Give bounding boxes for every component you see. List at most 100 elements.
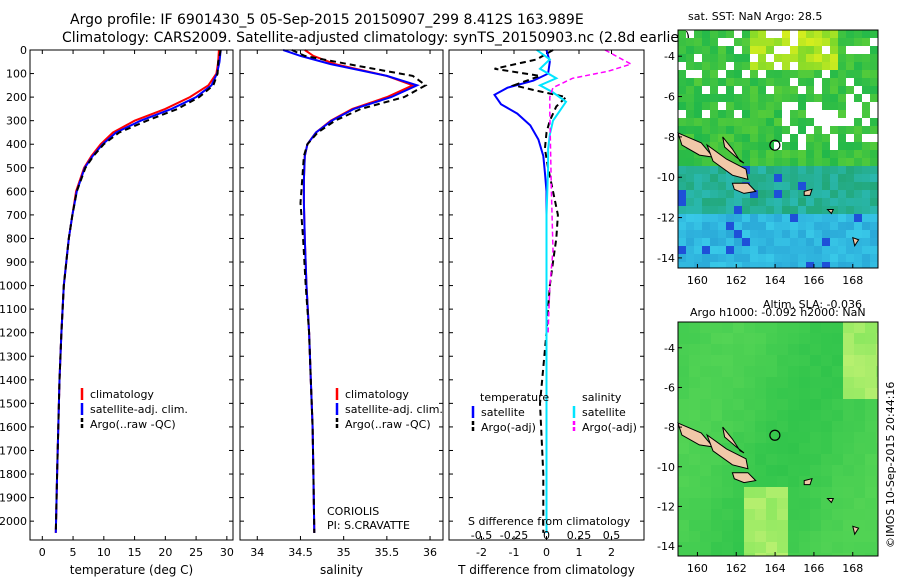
map-cell — [862, 86, 870, 94]
map-cell — [718, 126, 726, 134]
map-cell — [799, 410, 810, 421]
map-cell — [854, 262, 862, 268]
map-cell — [810, 553, 821, 556]
map-cell — [734, 254, 742, 262]
map-cell — [806, 182, 814, 190]
map-cell — [758, 126, 766, 134]
map-cell — [758, 222, 766, 230]
x-tick-label: 1 — [576, 546, 583, 559]
map-cell — [742, 142, 750, 150]
map-cell — [862, 70, 870, 78]
map-cell — [854, 355, 865, 366]
map-cell — [750, 182, 758, 190]
map-cell — [722, 520, 733, 531]
map-cell — [689, 542, 700, 553]
map-cell — [766, 174, 774, 182]
map-cell — [790, 134, 798, 142]
map-cell — [822, 94, 830, 102]
island — [706, 143, 749, 180]
map-cell — [750, 86, 758, 94]
map-cell — [774, 222, 782, 230]
map-cell — [755, 388, 766, 399]
map-cell — [821, 498, 832, 509]
map-cell — [821, 421, 832, 432]
map-cell — [678, 126, 686, 134]
map-cell — [718, 142, 726, 150]
map-cell — [806, 38, 814, 46]
map-cell — [830, 62, 838, 70]
map-cell — [734, 206, 742, 214]
map-cell — [710, 134, 718, 142]
map-cell — [777, 531, 788, 542]
map-cell — [810, 542, 821, 553]
map-cell — [726, 102, 734, 110]
x-tick-label: -1 — [509, 546, 520, 559]
map-cell — [821, 531, 832, 542]
map-cell — [711, 476, 722, 487]
map-x-tick-label: 160 — [687, 562, 708, 575]
map-cell — [758, 190, 766, 198]
map-cell — [810, 322, 821, 333]
map-cell — [832, 333, 843, 344]
map-cell — [744, 322, 755, 333]
map-cell — [702, 206, 710, 214]
map-cell — [832, 553, 843, 556]
map-cell — [742, 102, 750, 110]
map-cell — [686, 150, 694, 158]
map-cell — [838, 158, 846, 166]
map-cell — [876, 355, 878, 366]
map-cell — [830, 78, 838, 86]
map-cell — [694, 118, 702, 126]
map-cell — [865, 531, 876, 542]
map-cell — [734, 246, 742, 254]
map-cell — [822, 222, 830, 230]
map-cell — [734, 70, 742, 78]
map-cell — [798, 102, 806, 110]
island — [826, 209, 835, 215]
map-cell — [790, 70, 798, 78]
map-cell — [710, 126, 718, 134]
map-cell — [733, 465, 744, 476]
map-cell — [711, 432, 722, 443]
map-cell — [843, 454, 854, 465]
map-cell — [758, 150, 766, 158]
map-cell — [798, 214, 806, 222]
map-sla-title2: Argo h1000: -0.092 h2000: NaN — [690, 306, 866, 319]
map-cell — [774, 102, 782, 110]
map-cell — [700, 377, 711, 388]
map-cell — [742, 238, 750, 246]
map-cell — [742, 126, 750, 134]
map-cell — [846, 142, 854, 150]
map-cell — [755, 531, 766, 542]
map-cell — [758, 118, 766, 126]
map-cell — [678, 206, 686, 214]
map-cell — [678, 432, 689, 443]
map-cell — [782, 190, 790, 198]
map-cell — [744, 454, 755, 465]
map-cell — [774, 174, 782, 182]
map-y-tick-label: -6 — [664, 91, 675, 104]
map-cell — [822, 246, 830, 254]
map-cell — [710, 262, 718, 268]
map-cell — [788, 399, 799, 410]
map-cell — [678, 246, 686, 254]
map-cell — [766, 262, 774, 268]
map-cell — [678, 142, 686, 150]
map-cell — [862, 30, 870, 38]
map-cell — [799, 454, 810, 465]
map-cell — [814, 262, 822, 268]
map-cell — [838, 78, 846, 86]
map-cell — [865, 520, 876, 531]
map-cell — [806, 94, 814, 102]
map-cell — [694, 46, 702, 54]
map-cell — [870, 198, 878, 206]
annotation-pi: PI: S.CRAVATTE — [327, 519, 410, 532]
map-cell — [814, 38, 822, 46]
map-cell — [694, 62, 702, 70]
map-cell — [870, 206, 878, 214]
x-tick-label: 30 — [220, 546, 234, 559]
map-cell — [726, 94, 734, 102]
map-cell — [733, 421, 744, 432]
map-cell — [838, 54, 846, 62]
map-cell — [799, 432, 810, 443]
